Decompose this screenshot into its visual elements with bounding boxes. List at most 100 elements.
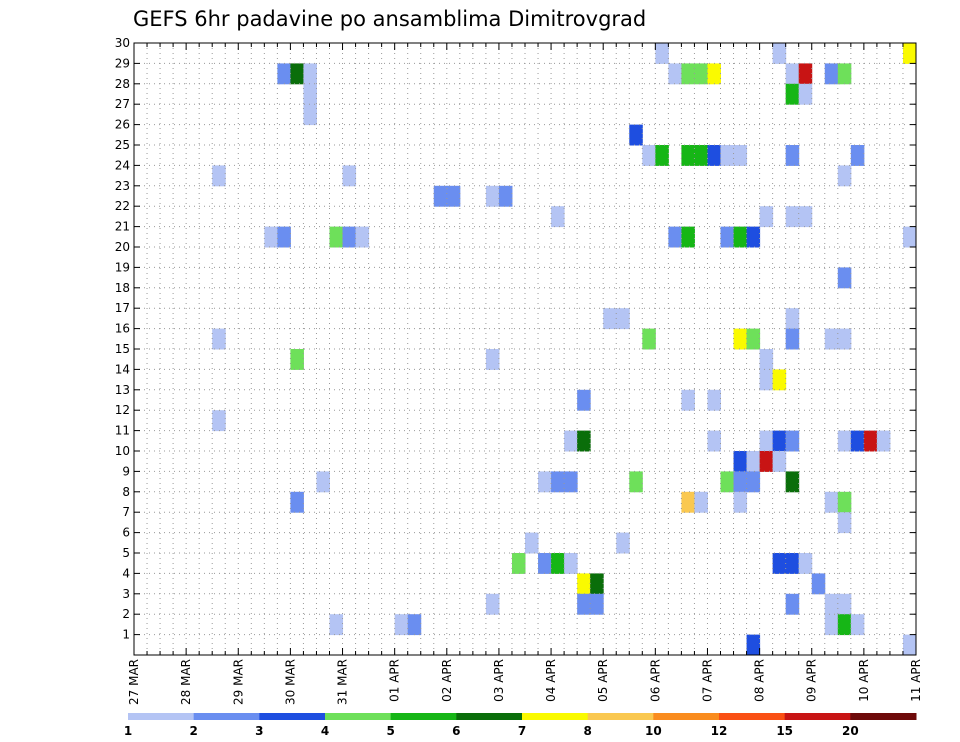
data-cell	[837, 63, 852, 85]
colorbar-swatch	[325, 713, 392, 720]
data-cell	[642, 328, 656, 350]
colorbar-swatch	[193, 713, 260, 720]
data-cell	[642, 145, 656, 166]
data-cell	[538, 471, 552, 493]
data-cell	[629, 471, 643, 493]
data-cell	[290, 491, 304, 513]
data-cell	[303, 83, 317, 105]
data-cell	[746, 634, 761, 656]
x-tick-label: 06 APR	[648, 659, 662, 702]
data-cell	[707, 145, 721, 166]
colorbar-swatch	[456, 713, 523, 720]
data-cell	[577, 430, 591, 452]
data-cell	[303, 104, 317, 126]
data-cell	[837, 512, 852, 534]
data-cell	[785, 206, 800, 228]
data-cell	[837, 491, 852, 513]
data-cell	[772, 430, 787, 452]
data-cell	[212, 328, 226, 350]
data-cell	[655, 43, 669, 64]
data-cell	[355, 226, 370, 248]
data-cell	[681, 145, 695, 166]
data-cell	[707, 430, 721, 452]
data-cell	[564, 430, 578, 452]
data-cell	[798, 63, 813, 85]
data-cell	[212, 410, 226, 432]
x-tick-label: 01 APR	[388, 659, 402, 702]
data-cell	[590, 593, 604, 615]
data-cell	[746, 451, 761, 472]
data-cell	[746, 471, 761, 493]
data-cell	[264, 226, 278, 248]
data-cell	[798, 83, 813, 105]
data-cell	[577, 593, 591, 615]
data-cell	[772, 43, 787, 64]
colorbar-label: 3	[255, 724, 263, 738]
data-cell	[694, 63, 708, 85]
y-tick-label: 23	[115, 179, 130, 193]
data-cell	[837, 267, 852, 289]
colorbar-swatch	[259, 713, 326, 720]
x-tick-label: 05 APR	[596, 659, 610, 702]
data-cell	[733, 451, 748, 472]
data-cell	[707, 63, 721, 85]
chart-title: GEFS 6hr padavine po ansamblima Dimitrov…	[133, 7, 646, 31]
y-tick-label: 30	[115, 36, 130, 50]
y-tick-label: 21	[115, 220, 130, 234]
data-cell	[837, 165, 852, 187]
colorbar-swatch	[653, 713, 720, 720]
plot-frame	[133, 42, 917, 656]
data-cell	[785, 553, 800, 574]
data-cell	[511, 553, 526, 574]
data-cell	[720, 145, 735, 166]
data-cell	[277, 63, 291, 85]
data-cell	[785, 328, 800, 350]
data-cell	[824, 328, 839, 350]
data-cell	[485, 185, 500, 207]
y-tick-label: 12	[115, 403, 130, 417]
data-cell	[798, 553, 813, 574]
y-tick-label: 18	[115, 281, 130, 295]
colorbar-label: 8	[583, 724, 591, 738]
y-tick-label: 9	[122, 464, 130, 478]
data-cell	[733, 145, 748, 166]
data-cell	[850, 145, 865, 166]
data-cell	[564, 553, 578, 574]
data-cell	[551, 553, 565, 574]
data-cell	[759, 430, 774, 452]
data-cell	[590, 573, 604, 595]
data-cell	[902, 226, 917, 248]
data-cell	[733, 471, 748, 493]
colorbar-label: 6	[452, 724, 460, 738]
data-cell	[850, 614, 865, 636]
data-cell	[316, 471, 330, 493]
data-cell	[694, 145, 708, 166]
y-tick-label: 20	[115, 240, 130, 254]
colorbar-label: 4	[321, 724, 329, 738]
data-cell	[616, 308, 630, 330]
data-cell	[837, 328, 852, 350]
x-tick-label: 03 APR	[492, 659, 506, 702]
data-cell	[850, 430, 865, 452]
y-tick-label: 24	[115, 158, 130, 172]
y-tick-label: 3	[122, 587, 130, 601]
data-cells	[212, 43, 917, 656]
y-tick-label: 22	[115, 199, 130, 213]
y-tick-label: 19	[115, 260, 130, 274]
data-cell	[824, 593, 839, 615]
data-cell	[837, 593, 852, 615]
data-cell	[629, 124, 643, 146]
data-cell	[681, 491, 695, 513]
data-cell	[772, 553, 787, 574]
data-cell	[329, 226, 344, 248]
x-axis: 27 MAR 28 MAR 29 MAR 30 MAR 31 MAR 01 APR 02 A…	[127, 43, 923, 705]
data-cell	[785, 63, 800, 85]
data-cell	[902, 634, 917, 656]
data-cell	[538, 553, 552, 574]
colorbar-label: 1	[124, 724, 132, 738]
data-cell	[681, 226, 695, 248]
colorbar-swatch	[719, 713, 786, 720]
data-cell	[902, 43, 917, 64]
colorbar-swatch	[522, 713, 589, 720]
